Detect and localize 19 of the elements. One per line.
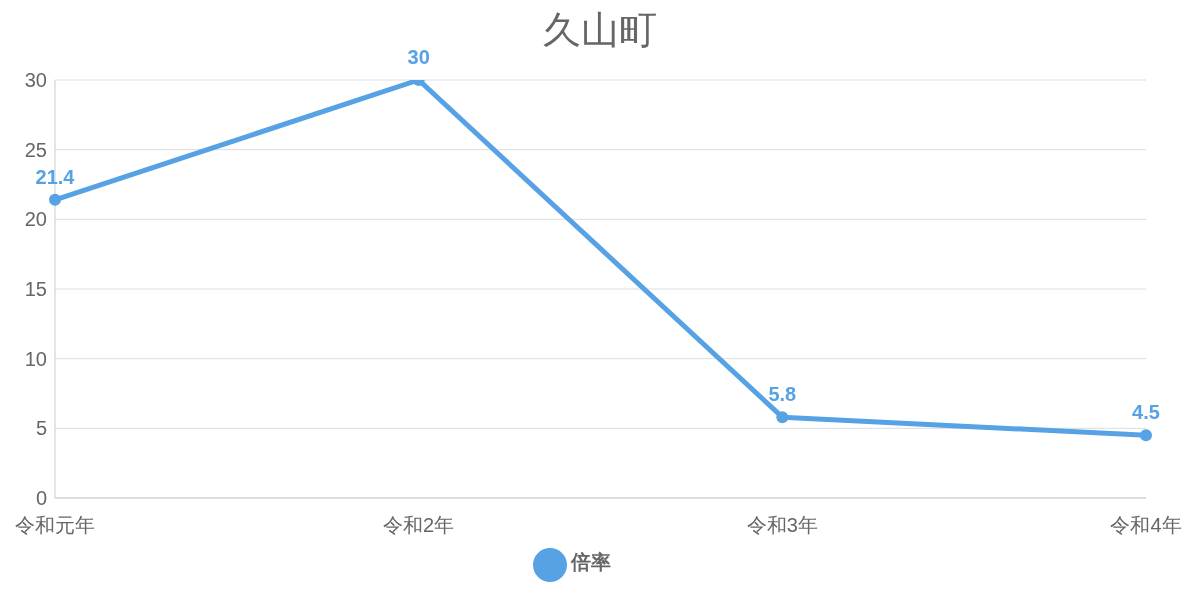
chart-title: 久山町 xyxy=(543,9,657,51)
y-tick-label: 30 xyxy=(24,69,47,92)
y-tick-label: 25 xyxy=(24,138,47,161)
y-tick-label: 10 xyxy=(24,347,47,370)
point xyxy=(1140,429,1152,442)
y-tick-label: 20 xyxy=(24,208,47,231)
data-label: 21.4 xyxy=(35,165,76,188)
y-tick-label: 5 xyxy=(35,417,47,440)
x-tick-label: 令和3年 xyxy=(746,514,818,537)
legend-label: 倍率 xyxy=(571,551,611,574)
data-label: 30 xyxy=(407,46,430,68)
x-tick-label: 令和4年 xyxy=(1110,514,1182,537)
y-tick-label: 15 xyxy=(24,278,47,301)
point xyxy=(776,411,789,424)
y-tick-label: 0 xyxy=(35,487,47,510)
data-label: 5.8 xyxy=(768,383,797,406)
x-tick-label: 令和元年 xyxy=(15,514,95,537)
x-tick-label: 令和2年 xyxy=(383,514,455,537)
data-label: 4.5 xyxy=(1132,401,1160,424)
